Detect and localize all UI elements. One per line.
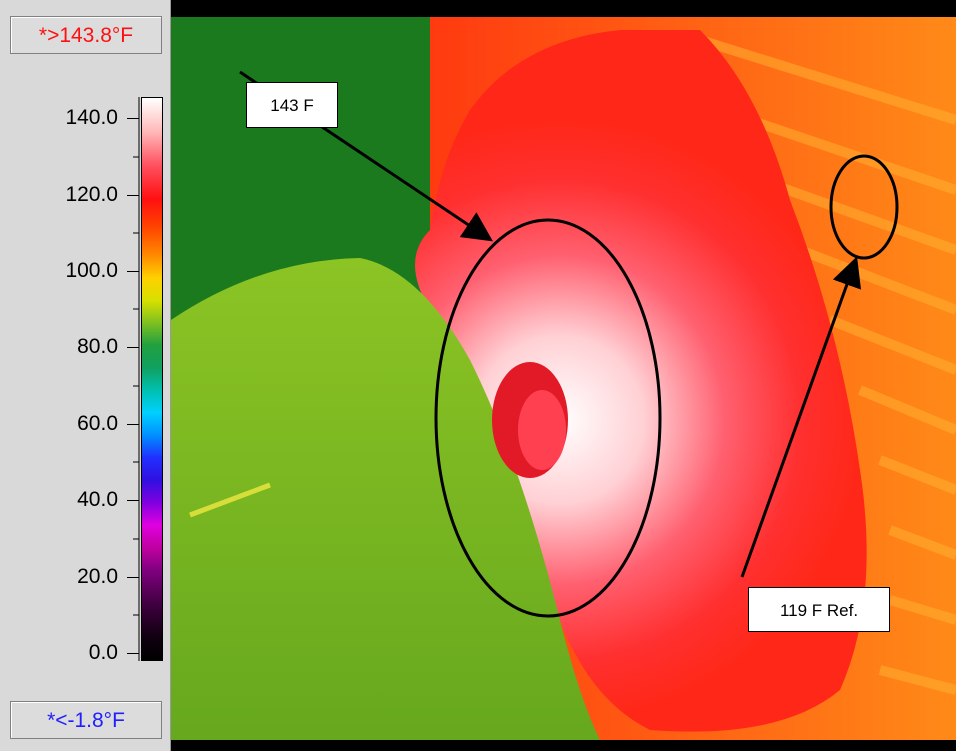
temperature-scale-panel: *>143.8°F 140.0 120.0 100.0 80.0 60.0 40… xyxy=(0,0,171,751)
tick-label-60: 60.0 xyxy=(77,412,118,435)
tick-label-40: 40.0 xyxy=(77,488,118,511)
tick-label-80: 80.0 xyxy=(77,335,118,358)
tick-label-120: 120.0 xyxy=(65,183,118,206)
tick-label-20: 20.0 xyxy=(77,565,118,588)
color-scale-bar xyxy=(141,97,163,661)
tick-label-140: 140.0 xyxy=(65,106,118,129)
max-temperature-label: *>143.8°F xyxy=(10,16,162,54)
min-temperature-label: *<-1.8°F xyxy=(10,701,162,739)
scale-ticks xyxy=(127,97,140,661)
hotspot-callout: 143 F xyxy=(246,82,338,128)
reference-callout: 119 F Ref. xyxy=(748,587,890,632)
tick-label-0: 0.0 xyxy=(88,641,118,664)
tick-label-100: 100.0 xyxy=(65,259,118,282)
reflection-streak xyxy=(189,482,271,518)
shaft-hub-inner xyxy=(518,390,566,470)
cool-cylinder-region xyxy=(171,258,600,740)
